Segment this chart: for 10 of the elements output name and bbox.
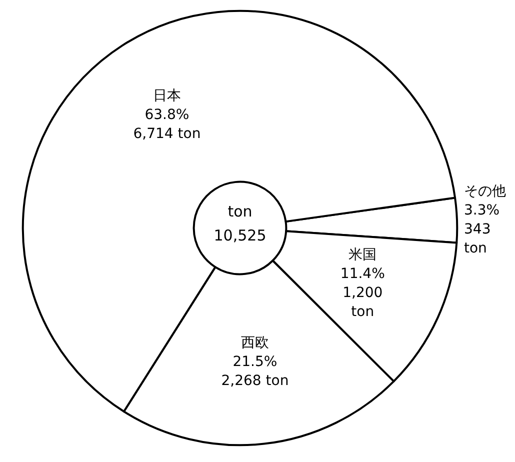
text: 10,525 — [214, 226, 266, 244]
slice-label: 米国 — [348, 247, 377, 264]
slice-label: 西欧 — [240, 334, 269, 351]
data-label: 21.5% 2,268 ton — [221, 354, 289, 389]
text: ton — [228, 202, 252, 220]
slice-label: その他 — [464, 184, 506, 200]
data-label: 11.4% 1,200 ton — [340, 266, 385, 320]
slice-label: 日本 — [152, 88, 181, 104]
data-label: 63.8% 6,714 ton — [133, 106, 201, 142]
data-label: 3.3% 343 ton — [464, 202, 500, 257]
